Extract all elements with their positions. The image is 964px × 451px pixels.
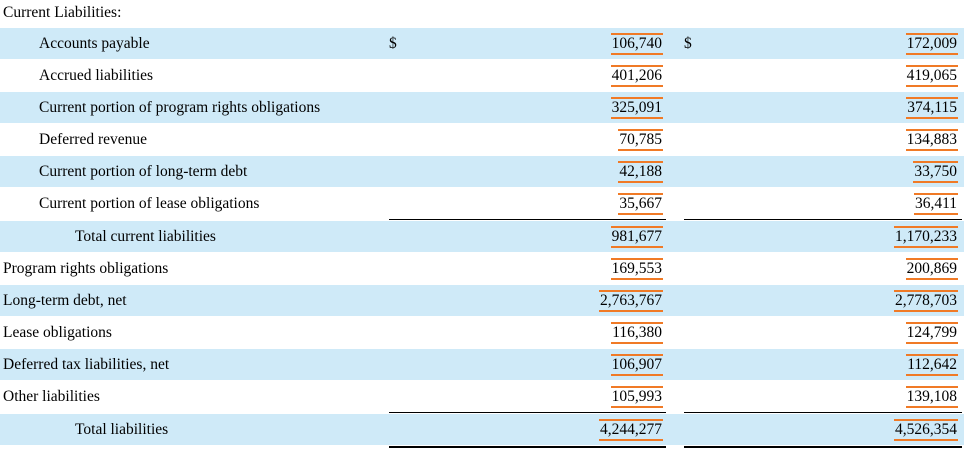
value-col1: 70,785 — [618, 124, 663, 155]
value-col1: 981,677 — [610, 221, 663, 252]
value-col1: 4,244,277 — [599, 414, 663, 445]
value-col1: 35,667 — [618, 188, 663, 219]
value-col1: 105,993 — [610, 381, 663, 412]
table-row-accrued-liabilities: Accrued liabilities 401,206 419,065 — [0, 60, 964, 91]
value-col1: 106,907 — [610, 349, 663, 380]
currency-symbol: $ — [389, 35, 397, 52]
value-col2: 419,065 — [905, 60, 958, 91]
value-col2: 33,750 — [913, 156, 958, 187]
value-col2: 172,009 — [905, 28, 958, 59]
row-label: Accounts payable — [39, 35, 150, 52]
table-row-deferred-revenue: Deferred revenue 70,785 134,883 — [0, 124, 964, 155]
value-col2: 2,778,703 — [894, 285, 958, 316]
table-row-total-current-liabilities: Total current liabilities 981,677 1,170,… — [0, 221, 964, 252]
value-col2: 139,108 — [905, 381, 958, 412]
value-col1: 401,206 — [610, 60, 663, 91]
value-col1: 42,188 — [618, 156, 663, 187]
row-label: Current portion of lease obligations — [39, 195, 260, 212]
total-rule-col1 — [389, 412, 666, 413]
table-row-lease-current: Current portion of lease obligations 35,… — [0, 188, 964, 219]
row-label: Accrued liabilities — [39, 67, 154, 84]
value-col2: 36,411 — [913, 188, 958, 219]
value-col2: 1,170,233 — [894, 221, 958, 252]
table-row-program-rights-current: Current portion of program rights obliga… — [0, 92, 964, 123]
value-col2: 112,642 — [906, 349, 958, 380]
double-rule-col1 — [389, 446, 666, 448]
row-label: Current portion of program rights obliga… — [39, 99, 321, 116]
total-rule-col2 — [684, 412, 962, 413]
table-row-other-liabilities: Other liabilities 105,993 139,108 — [0, 381, 964, 412]
row-label: Lease obligations — [3, 324, 112, 341]
value-col2: 4,526,354 — [894, 414, 958, 445]
row-label: Current portion of long-term debt — [39, 163, 248, 180]
value-col2: 200,869 — [905, 253, 958, 284]
currency-symbol: $ — [684, 35, 692, 52]
table-row-total-liabilities: Total liabilities 4,244,277 4,526,354 — [0, 414, 964, 445]
row-label: Other liabilities — [3, 388, 100, 405]
subtotal-rule-col1 — [389, 219, 666, 220]
table-row-program-rights: Program rights obligations 169,553 200,8… — [0, 253, 964, 284]
table-row-accounts-payable: Accounts payable $ 106,740 $ 172,009 — [0, 28, 964, 59]
subtotal-rule-col2 — [684, 219, 962, 220]
row-label: Total current liabilities — [75, 228, 216, 245]
row-label: Total liabilities — [75, 421, 169, 438]
row-label: Program rights obligations — [3, 260, 169, 277]
value-col1: 2,763,767 — [599, 285, 663, 316]
table-row-long-term-debt: Long-term debt, net 2,763,767 2,778,703 — [0, 285, 964, 316]
value-col2: 124,799 — [905, 317, 958, 348]
value-col1: 169,553 — [610, 253, 663, 284]
section-heading: Current Liabilities: — [3, 4, 122, 21]
table-row-long-term-debt-current: Current portion of long-term debt 42,188… — [0, 156, 964, 187]
value-col2: 134,883 — [905, 124, 958, 155]
table-row-lease-obligations: Lease obligations 116,380 124,799 — [0, 317, 964, 348]
value-col2: 374,115 — [906, 92, 958, 123]
table-row-deferred-tax: Deferred tax liabilities, net 106,907 11… — [0, 349, 964, 380]
value-col1: 325,091 — [610, 92, 663, 123]
double-rule-col2 — [684, 446, 962, 448]
row-label: Long-term debt, net — [3, 292, 127, 309]
value-col1: 116,380 — [611, 317, 663, 348]
value-col1: 106,740 — [610, 28, 663, 59]
row-label: Deferred tax liabilities, net — [3, 356, 170, 373]
row-label: Deferred revenue — [39, 131, 147, 148]
